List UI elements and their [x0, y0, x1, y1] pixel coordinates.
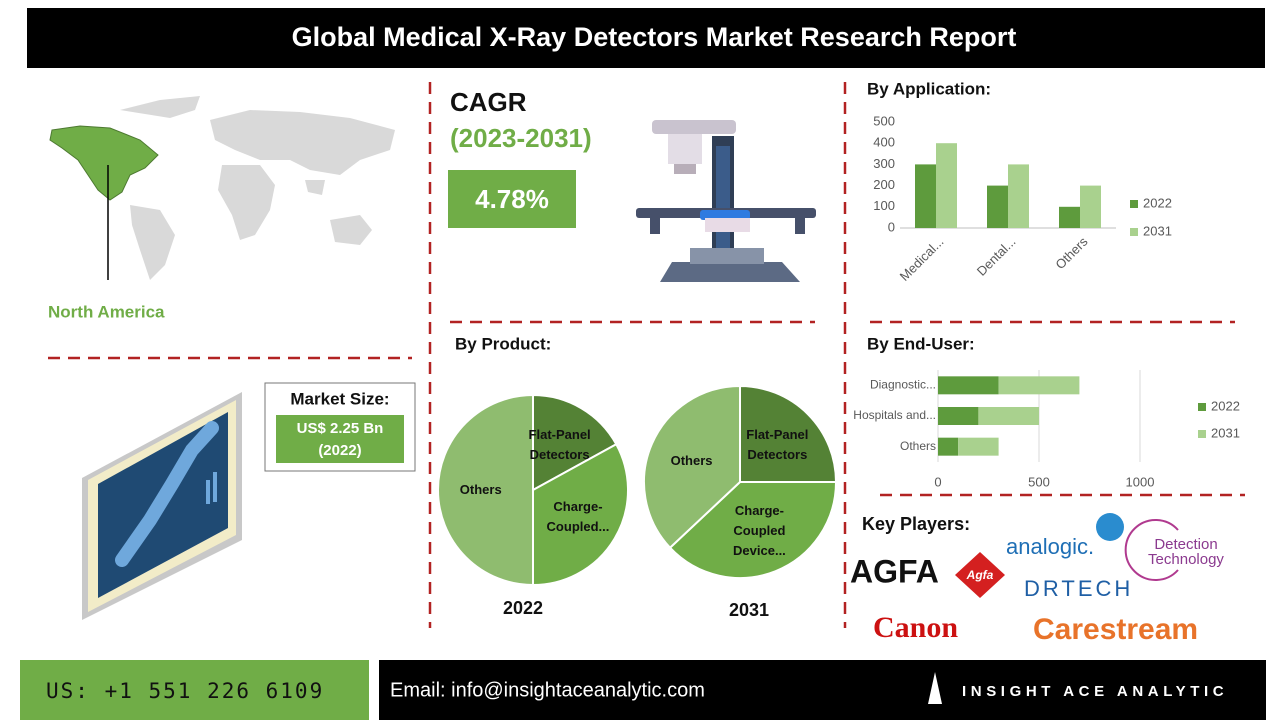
- header-bar: [27, 8, 1265, 68]
- y-tick-label: 500: [873, 113, 895, 128]
- logo: Agfa: [966, 568, 994, 582]
- world-map: [120, 96, 395, 280]
- bar: [1008, 164, 1029, 228]
- x-tick-label: 500: [1028, 474, 1050, 489]
- slice-label: Charge-Coupled...: [546, 498, 610, 534]
- page-title: Global Medical X-Ray Detectors Market Re…: [292, 22, 1017, 52]
- bar: [987, 185, 1008, 228]
- bar: [1080, 185, 1101, 228]
- y-tick-label: 400: [873, 135, 895, 150]
- bar: [936, 143, 957, 228]
- logo: Carestream: [1033, 613, 1198, 646]
- xray-machine: [636, 120, 816, 282]
- market-size-year: (2022): [318, 442, 361, 459]
- x-tick-label: 0: [934, 474, 941, 489]
- logo-mark: [1096, 513, 1124, 541]
- pie-slice: [668, 481, 838, 579]
- legend-label: 2022: [1143, 195, 1172, 210]
- legend-swatch: [1198, 430, 1206, 438]
- logo: analogic.: [1006, 534, 1094, 559]
- slice-label: Flat-Panel Detectors: [528, 427, 591, 463]
- y-tick-label: Hospitals and...: [853, 408, 936, 422]
- bar: [978, 407, 1039, 425]
- pie-slice: [643, 384, 741, 550]
- logo-mark: [1124, 519, 1179, 581]
- slice-label: Charge-Coupled Device...: [733, 503, 786, 559]
- y-tick-label: 300: [873, 156, 895, 171]
- market-size-label: Market Size:: [290, 389, 389, 408]
- product-heading: By Product:: [455, 334, 551, 353]
- market-size-value-box: [276, 415, 404, 463]
- y-tick-label: Others: [900, 439, 936, 453]
- bar: [915, 164, 936, 228]
- x-tick-label: Others: [1052, 234, 1091, 273]
- footer-phone: US: +1 551 226 6109: [46, 679, 324, 703]
- cagr-period: (2023-2031): [450, 123, 592, 153]
- market-size-value: US$ 2.25 Bn: [297, 420, 384, 437]
- chart-title: 2022: [503, 598, 543, 618]
- y-tick-label: Diagnostic...: [870, 378, 936, 392]
- bar: [1059, 206, 1080, 228]
- pie-slice: [739, 384, 838, 483]
- logo-mark: [955, 552, 1005, 598]
- cagr-box: [448, 170, 576, 228]
- slice-label: Others: [459, 482, 502, 497]
- logo: AGFA: [850, 553, 939, 589]
- pie-slice: [532, 393, 618, 492]
- north-america: [49, 125, 159, 201]
- legend-swatch: [1130, 200, 1138, 208]
- chart-title: 2031: [729, 600, 769, 620]
- bar: [938, 437, 959, 456]
- footer-brand: INSIGHT ACE ANALYTIC: [962, 683, 1228, 700]
- footer-bar: [379, 660, 1266, 720]
- x-tick-label: 1000: [1126, 474, 1155, 489]
- legend-swatch: [1130, 228, 1138, 236]
- pie-slice: [437, 393, 534, 587]
- chart-title: By End-User:: [867, 334, 975, 353]
- legend-label: 2031: [1211, 425, 1240, 440]
- xray-panel: [82, 392, 242, 620]
- bar: [998, 376, 1080, 395]
- bar: [938, 407, 979, 425]
- logo: DRTECH: [1024, 576, 1133, 601]
- cagr-value: 4.78%: [475, 184, 549, 214]
- footer-email: Email: info@insightaceanalytic.com: [390, 679, 705, 701]
- bar: [958, 437, 999, 456]
- x-tick-label: Dental...: [974, 234, 1019, 279]
- cagr-label: CAGR: [450, 87, 527, 117]
- logo: Canon: [873, 611, 958, 644]
- y-tick-label: 200: [873, 177, 895, 192]
- slice-label: Others: [670, 453, 713, 469]
- separators: [48, 82, 1245, 628]
- legend-label: 2022: [1211, 398, 1240, 413]
- x-tick-label: Medical...: [897, 234, 947, 284]
- logo: Detection Technology: [1148, 536, 1224, 568]
- region-label: North America: [48, 302, 165, 321]
- footer-phone-bar: [20, 660, 369, 720]
- slice-label: Flat-Panel Detectors: [746, 426, 809, 462]
- pie-slice: [532, 442, 629, 587]
- bar: [938, 376, 999, 395]
- chart-title: By Application:: [867, 79, 991, 98]
- y-tick-label: 0: [888, 219, 895, 234]
- brand-mark: [928, 672, 942, 704]
- legend-swatch: [1198, 403, 1206, 411]
- key-players-heading: Key Players:: [862, 514, 970, 534]
- legend-label: 2031: [1143, 223, 1172, 238]
- y-tick-label: 100: [873, 198, 895, 213]
